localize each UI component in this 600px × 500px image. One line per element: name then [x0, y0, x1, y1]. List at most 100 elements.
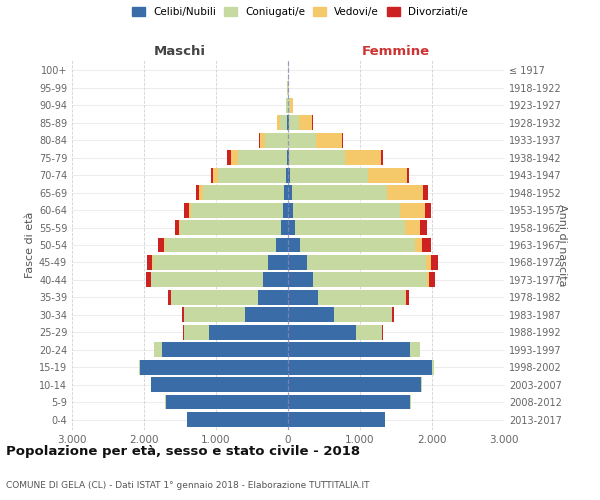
Bar [165, 238, 277, 252]
Bar [400, 202, 425, 218]
Text: Popolazione per età, sesso e stato civile - 2018: Popolazione per età, sesso e stato civil… [6, 444, 360, 458]
Bar [231, 150, 238, 165]
Bar [288, 168, 290, 182]
Bar [427, 272, 429, 287]
Bar [288, 185, 292, 200]
Bar [263, 272, 288, 287]
Bar [299, 116, 313, 130]
Bar [260, 133, 265, 148]
Bar [203, 185, 284, 200]
Text: COMUNE DI GELA (CL) - Dati ISTAT 1° gennaio 2018 - Elaborazione TUTTITALIA.IT: COMUNE DI GELA (CL) - Dati ISTAT 1° genn… [6, 481, 370, 490]
Bar [184, 325, 209, 340]
Bar [286, 98, 288, 113]
Bar [407, 168, 409, 182]
Bar [140, 360, 288, 374]
Bar [288, 255, 307, 270]
Bar [424, 185, 428, 200]
Bar [213, 168, 218, 182]
Bar [180, 220, 281, 235]
Bar [289, 150, 345, 165]
Bar [316, 133, 343, 148]
Bar [184, 202, 188, 218]
Bar [382, 325, 383, 340]
Bar [154, 342, 162, 357]
Bar [277, 116, 280, 130]
Bar [288, 150, 289, 165]
Bar [281, 220, 288, 235]
Bar [287, 150, 288, 165]
Bar [166, 394, 288, 409]
Bar [227, 150, 231, 165]
Bar [146, 272, 151, 287]
Bar [289, 133, 316, 148]
Bar [146, 255, 152, 270]
Bar [167, 290, 171, 305]
Bar [288, 342, 410, 357]
Bar [152, 255, 268, 270]
Bar [172, 290, 258, 305]
Bar [432, 360, 434, 374]
Bar [295, 220, 406, 235]
Bar [268, 255, 288, 270]
Bar [182, 308, 184, 322]
Bar [288, 238, 299, 252]
Bar [209, 325, 288, 340]
Bar [288, 272, 313, 287]
Bar [162, 342, 288, 357]
Text: Femmine: Femmine [362, 46, 430, 59]
Bar [199, 185, 203, 200]
Bar [218, 168, 286, 182]
Bar [288, 98, 290, 113]
Bar [318, 290, 404, 305]
Bar [187, 412, 288, 427]
Bar [139, 360, 140, 374]
Bar [288, 360, 432, 374]
Text: Maschi: Maschi [154, 46, 206, 59]
Bar [313, 272, 427, 287]
Bar [265, 133, 287, 148]
Bar [288, 308, 334, 322]
Bar [420, 220, 427, 235]
Bar [406, 220, 420, 235]
Bar [307, 255, 426, 270]
Bar [431, 255, 438, 270]
Bar [290, 98, 293, 113]
Bar [392, 308, 394, 322]
Bar [422, 238, 431, 252]
Bar [288, 377, 421, 392]
Bar [290, 168, 368, 182]
Bar [188, 202, 191, 218]
Bar [280, 116, 287, 130]
Bar [288, 394, 410, 409]
Bar [286, 168, 288, 182]
Legend: Celibi/Nubili, Coniugati/e, Vedovi/e, Divorziati/e: Celibi/Nubili, Coniugati/e, Vedovi/e, Di… [130, 5, 470, 20]
Bar [293, 202, 400, 218]
Bar [288, 325, 356, 340]
Bar [151, 272, 263, 287]
Bar [334, 308, 392, 322]
Bar [151, 377, 288, 392]
Bar [388, 185, 424, 200]
Bar [288, 202, 293, 218]
Bar [175, 220, 179, 235]
Bar [404, 290, 406, 305]
Bar [258, 290, 288, 305]
Bar [179, 220, 180, 235]
Bar [284, 185, 288, 200]
Bar [288, 290, 318, 305]
Bar [196, 185, 199, 200]
Bar [164, 238, 165, 252]
Bar [288, 412, 385, 427]
Bar [211, 168, 213, 182]
Bar [299, 238, 415, 252]
Bar [410, 342, 420, 357]
Bar [345, 150, 381, 165]
Bar [191, 202, 283, 218]
Bar [277, 238, 288, 252]
Bar [356, 325, 382, 340]
Bar [184, 308, 245, 322]
Bar [283, 202, 288, 218]
Bar [292, 185, 388, 200]
Bar [238, 150, 287, 165]
Bar [158, 238, 164, 252]
